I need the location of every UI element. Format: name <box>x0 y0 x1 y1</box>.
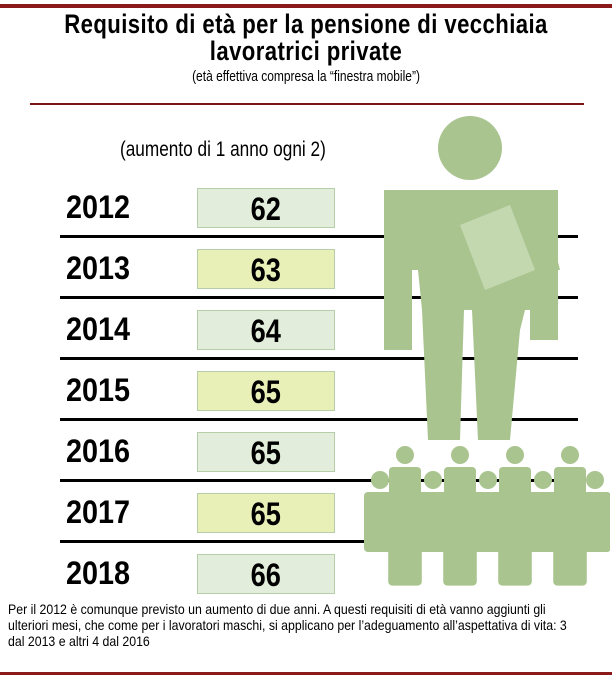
person-head <box>395 500 415 520</box>
year-label: 2014 <box>66 311 131 347</box>
person-head <box>479 471 497 489</box>
person-head <box>561 446 579 464</box>
age-box: 62 <box>197 188 335 228</box>
person-head <box>505 500 525 520</box>
age-value: 66 <box>250 557 282 593</box>
header-rule <box>30 103 584 105</box>
row-divider <box>60 479 578 482</box>
row-divider <box>60 540 578 543</box>
person-body <box>472 492 504 552</box>
year-label: 2016 <box>66 433 131 469</box>
person-body <box>553 522 587 586</box>
figures <box>364 116 610 586</box>
person-head <box>534 471 552 489</box>
row-divider <box>60 357 578 360</box>
person-head <box>560 500 580 520</box>
row-divider <box>60 296 578 299</box>
title-line-1: Requisito di età per la pensione di vecc… <box>64 9 548 39</box>
footnote: Per il 2012 è comunque previsto un aumen… <box>8 601 567 649</box>
year-label: 2017 <box>66 494 131 530</box>
age-value: 65 <box>250 496 282 532</box>
businessman-icon <box>384 116 560 440</box>
age-value: 65 <box>250 435 282 471</box>
person-body <box>417 492 449 552</box>
row-divider <box>60 235 578 238</box>
year-label: 2015 <box>66 372 131 408</box>
title-line-2: lavoratrici private <box>209 36 403 66</box>
person-head <box>506 446 524 464</box>
year-label: 2018 <box>66 555 131 591</box>
crowd-icon <box>364 446 610 586</box>
person-head <box>424 471 442 489</box>
person-head <box>396 446 414 464</box>
year-label: 2012 <box>66 189 131 225</box>
age-value: 65 <box>250 374 282 410</box>
subtitle: (età effettiva compresa la “finestra mob… <box>192 68 420 85</box>
age-box: 65 <box>197 371 335 411</box>
age-box: 66 <box>197 554 335 594</box>
age-box: 65 <box>197 493 335 533</box>
top-rule <box>0 4 612 8</box>
person-body <box>498 522 532 586</box>
year-label: 2013 <box>66 250 131 286</box>
row-divider <box>60 418 578 421</box>
person-body <box>527 492 559 552</box>
person-head <box>586 471 604 489</box>
person-head <box>371 471 389 489</box>
age-box: 63 <box>197 249 335 289</box>
age-value: 64 <box>250 313 282 349</box>
person-head <box>451 446 469 464</box>
person-body <box>443 522 477 586</box>
person-body <box>388 522 422 586</box>
age-value: 63 <box>250 252 282 288</box>
age-box: 64 <box>197 310 335 350</box>
person-head <box>450 500 470 520</box>
age-value: 62 <box>250 191 282 227</box>
person-body <box>364 492 396 552</box>
increase-note: (aumento di 1 anno ogni 2) <box>120 138 326 161</box>
age-box: 65 <box>197 432 335 472</box>
bottom-rule <box>0 672 612 675</box>
